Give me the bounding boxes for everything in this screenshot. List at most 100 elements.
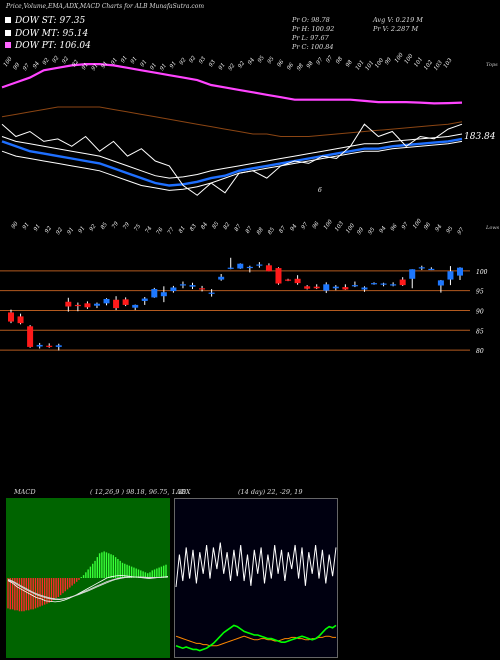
bottom-pivot-label: 76 xyxy=(156,226,165,236)
candle-body xyxy=(189,285,196,287)
top-pivot-label: 95 xyxy=(257,55,266,65)
adx-svg xyxy=(174,498,338,658)
top-pivot-label: 101 xyxy=(365,60,376,72)
top-pivot-label: 102 xyxy=(423,59,434,71)
bottom-pivot-label: 94 xyxy=(289,223,298,233)
ema-series-line xyxy=(1,106,463,137)
candle-body xyxy=(361,287,368,290)
bottom-pivot-label: 85 xyxy=(267,226,276,236)
bottom-pivot-label: 91 xyxy=(22,222,31,231)
bottom-pivot-label: 85 xyxy=(100,221,109,231)
adx-marks xyxy=(175,542,337,652)
top-pivot-label: 91 xyxy=(81,62,90,71)
top-pivot-label: 98 xyxy=(296,62,305,72)
macd-marks xyxy=(7,551,169,612)
candle-body xyxy=(246,266,253,269)
candle-body xyxy=(285,279,292,281)
candle-body xyxy=(113,299,120,309)
adx-series-line xyxy=(175,542,337,588)
price-axis-label: 95 xyxy=(476,289,484,296)
candle-body xyxy=(275,268,282,284)
top-pivot-label: 93 xyxy=(198,56,207,66)
ema-value-label: 183.84 xyxy=(464,132,496,142)
price-axis-label: 100 xyxy=(476,269,488,276)
candle-body xyxy=(428,268,435,271)
stat-high: Pr H: 100.92 xyxy=(292,25,335,33)
candle-body xyxy=(237,263,244,269)
candle-body xyxy=(265,265,272,272)
top-pivot-label: 95 xyxy=(267,56,276,66)
bottom-pivot-label: 92 xyxy=(44,225,53,235)
candle-body xyxy=(418,267,425,269)
ema-series-line xyxy=(1,123,463,196)
bottom-pivot-label: 97 xyxy=(457,226,466,236)
legend-label: DOW MT: 95.14 xyxy=(15,29,89,39)
candle-body xyxy=(342,287,349,290)
bottom-pivot-label: 95 xyxy=(446,225,455,235)
candle-body xyxy=(84,303,91,308)
legend-label: DOW ST: 97.35 xyxy=(15,16,86,26)
bottom-pivot-label: 82 xyxy=(223,221,232,231)
candle-body xyxy=(351,285,358,287)
bottom-pivot-label: 96 xyxy=(390,223,399,233)
candle-body xyxy=(332,286,339,289)
bottom-pivot-label: 75 xyxy=(133,223,142,233)
candle-body xyxy=(122,299,129,305)
legend-swatch xyxy=(5,30,11,36)
top-pivot-label: 93 xyxy=(208,59,217,69)
bottom-pivot-label: 90 xyxy=(11,221,20,231)
candle-body xyxy=(323,284,330,291)
top-pivot-label: 98 xyxy=(335,56,344,66)
legend-dow-mt: DOW MT: 95.14 xyxy=(5,29,88,39)
bottom-pivot-label: 94 xyxy=(434,223,443,233)
legend-dow-st: DOW ST: 97.35 xyxy=(5,16,85,26)
bottom-pivot-label: 79 xyxy=(111,221,120,231)
top-pivot-label: 91 xyxy=(149,62,158,71)
candle-body xyxy=(208,292,215,294)
candle-body xyxy=(256,264,263,266)
candle-body xyxy=(437,280,444,286)
top-pivot-label: 100 xyxy=(3,56,14,68)
top-pivot-label: 94 xyxy=(32,60,41,70)
candle-body xyxy=(55,345,62,347)
candle-body xyxy=(371,283,378,285)
top-pivot-label: 94 xyxy=(247,57,256,67)
top-pivot-label: 100 xyxy=(404,53,415,65)
bottom-pivot-label: 84 xyxy=(200,221,209,231)
candle-body xyxy=(199,288,206,290)
stat-price-volume: Pr V: 2.287 M xyxy=(373,25,419,33)
top-pivot-label: 92 xyxy=(52,55,61,65)
top-pivot-label: 91 xyxy=(110,57,119,66)
bottom-pivot-label: 92 xyxy=(55,226,64,236)
adx-params: (14 day) 22, -29, 19 xyxy=(238,488,303,496)
candle-body xyxy=(179,284,186,286)
lows-label: Lows xyxy=(485,225,500,231)
candle-body xyxy=(93,303,100,306)
top-pivot-label: 103 xyxy=(443,57,454,69)
candle-body xyxy=(170,287,177,292)
legend-dow-pt: DOW PT: 106.04 xyxy=(5,41,91,51)
top-pivot-label: 92 xyxy=(61,55,70,65)
top-pivot-label: 92 xyxy=(189,55,198,65)
candle-body xyxy=(227,267,234,269)
bottom-pivot-label: 79 xyxy=(122,221,131,231)
bottom-pivot-label: 91 xyxy=(33,223,42,232)
bottom-pivot-label: 99 xyxy=(356,226,365,236)
candle-body xyxy=(65,301,72,307)
bottom-pivot-label: 83 xyxy=(189,223,198,233)
bottom-pivot-label: 87 xyxy=(278,225,287,235)
bottom-pivot-label: 100 xyxy=(345,222,356,234)
legend-swatch xyxy=(5,17,11,23)
candle-body xyxy=(457,267,463,276)
legend-swatch xyxy=(5,42,11,48)
top-pivot-label: 91 xyxy=(169,61,178,70)
bottom-pivot-label: 100 xyxy=(323,219,334,231)
adx-title: ADX xyxy=(176,488,191,496)
top-pivot-label: 91 xyxy=(120,55,129,64)
stat-close: Pr C: 100.84 xyxy=(292,43,334,51)
top-pivot-label: 96 xyxy=(286,62,295,72)
top-pivot-label: 97 xyxy=(316,57,325,67)
candle-body xyxy=(151,289,158,298)
bottom-pivot-label: 91 xyxy=(66,227,75,236)
bottom-pivot-label: 97 xyxy=(401,221,410,231)
